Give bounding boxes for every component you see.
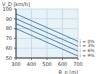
svg-text:400: 400: [27, 61, 37, 67]
svg-text:R_p [m]: R_p [m]: [58, 69, 78, 74]
svg-text:70: 70: [8, 35, 12, 41]
svg-text:500: 500: [42, 61, 52, 67]
svg-text:i = 9%: i = 9%: [80, 53, 93, 58]
svg-text:50: 50: [8, 55, 12, 61]
svg-text:80: 80: [8, 25, 12, 31]
svg-text:90: 90: [8, 16, 12, 22]
svg-text:600: 600: [58, 61, 68, 67]
svg-text:60: 60: [8, 45, 12, 51]
svg-text:700: 700: [73, 61, 83, 67]
svg-text:300: 300: [11, 61, 21, 67]
svg-text:V_D [km/h]: V_D [km/h]: [8, 1, 30, 8]
